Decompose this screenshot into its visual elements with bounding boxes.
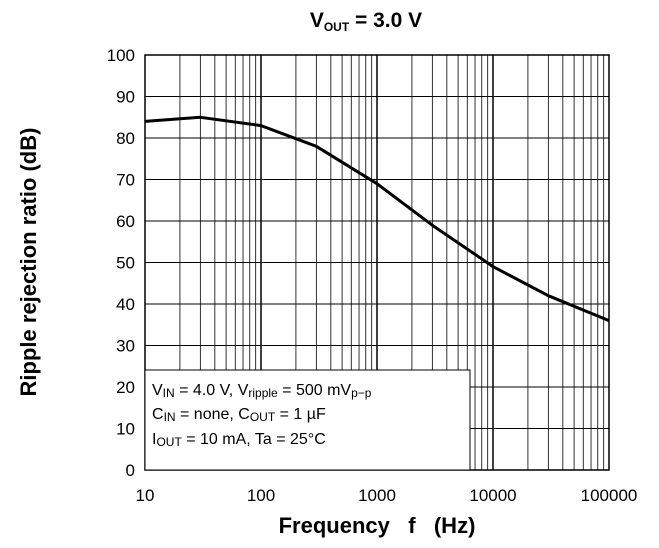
y-tick-label: 70 bbox=[116, 171, 135, 190]
x-tick-label: 1000 bbox=[358, 486, 396, 505]
y-axis-label: Ripple rejection ratio (dB) bbox=[16, 128, 41, 397]
y-tick-label: 90 bbox=[116, 88, 135, 107]
condition-box-background bbox=[144, 369, 471, 471]
x-tick-labels: 10 100 1000 10000 100000 bbox=[136, 486, 638, 505]
y-tick-label: 60 bbox=[116, 212, 135, 231]
condition-line-2: CIN = none, COUT = 1 µF bbox=[152, 406, 326, 424]
y-tick-label: 10 bbox=[116, 420, 135, 439]
x-axis-label: Frequency f (Hz) bbox=[279, 513, 476, 538]
x-tick-label: 10000 bbox=[469, 486, 516, 505]
y-tick-label: 30 bbox=[116, 337, 135, 356]
condition-line-1: VIN = 4.0 V, Vripple = 500 mVp−p bbox=[152, 382, 372, 400]
series-line bbox=[144, 115, 610, 322]
y-tick-label: 50 bbox=[116, 254, 135, 273]
condition-line-3: IOUT = 10 mA, Ta = 25°C bbox=[152, 431, 326, 449]
y-tick-label: 0 bbox=[126, 461, 135, 480]
y-tick-labels: 0 10 20 30 40 50 60 70 80 90 100 bbox=[107, 46, 135, 480]
y-tick-label: 40 bbox=[116, 295, 135, 314]
y-tick-label: 20 bbox=[116, 378, 135, 397]
chart-title: VOUT = 3.0 V bbox=[310, 9, 422, 34]
condition-box: VIN = 4.0 V, Vripple = 500 mVp−p CIN = n… bbox=[144, 369, 471, 471]
x-tick-label: 100000 bbox=[581, 486, 638, 505]
x-tick-label: 100 bbox=[247, 486, 275, 505]
x-tick-label: 10 bbox=[136, 486, 155, 505]
series-layer bbox=[144, 115, 610, 322]
y-tick-label: 100 bbox=[107, 46, 135, 65]
y-tick-label: 80 bbox=[116, 129, 135, 148]
